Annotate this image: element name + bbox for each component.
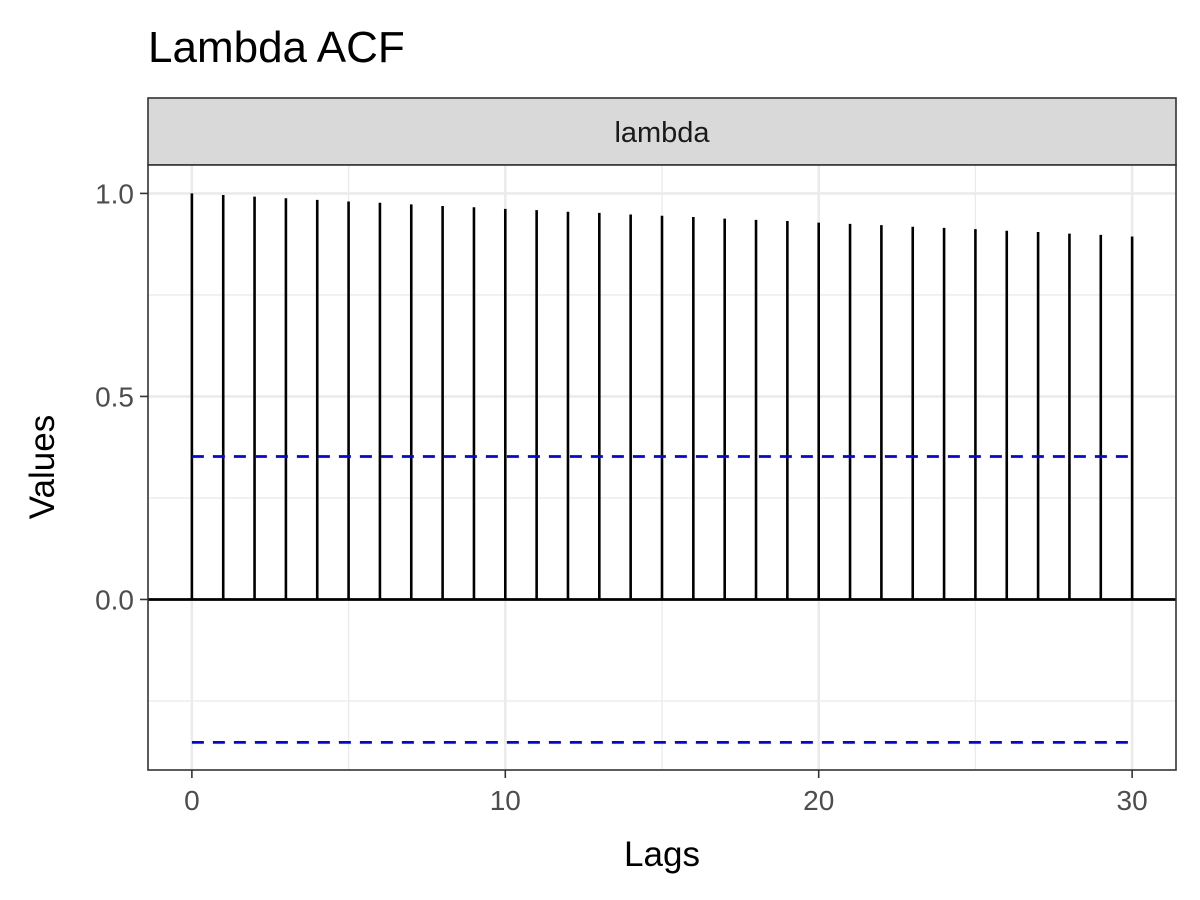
chart-title: Lambda ACF <box>148 23 405 72</box>
x-tick-label: 30 <box>1117 785 1148 816</box>
y-axis-title: Values <box>23 415 62 519</box>
x-tick-label: 10 <box>490 785 521 816</box>
facet-strip-label: lambda <box>614 117 710 149</box>
panel-border <box>147 164 1177 771</box>
x-axis-title: Lags <box>624 835 700 874</box>
facet-strip <box>147 97 1177 166</box>
y-tick-label: 0.0 <box>95 584 134 615</box>
y-tick-label: 0.5 <box>95 381 134 412</box>
x-axis-ticks: 0 10 20 30 <box>184 770 1148 816</box>
x-tick-label: 20 <box>803 785 834 816</box>
acf-bars <box>190 193 1134 600</box>
x-tick-label: 0 <box>184 785 200 816</box>
y-axis-ticks: 0.0 0.5 1.0 <box>95 178 148 615</box>
y-tick-label: 1.0 <box>95 178 134 209</box>
confidence-bounds <box>191 455 1133 744</box>
